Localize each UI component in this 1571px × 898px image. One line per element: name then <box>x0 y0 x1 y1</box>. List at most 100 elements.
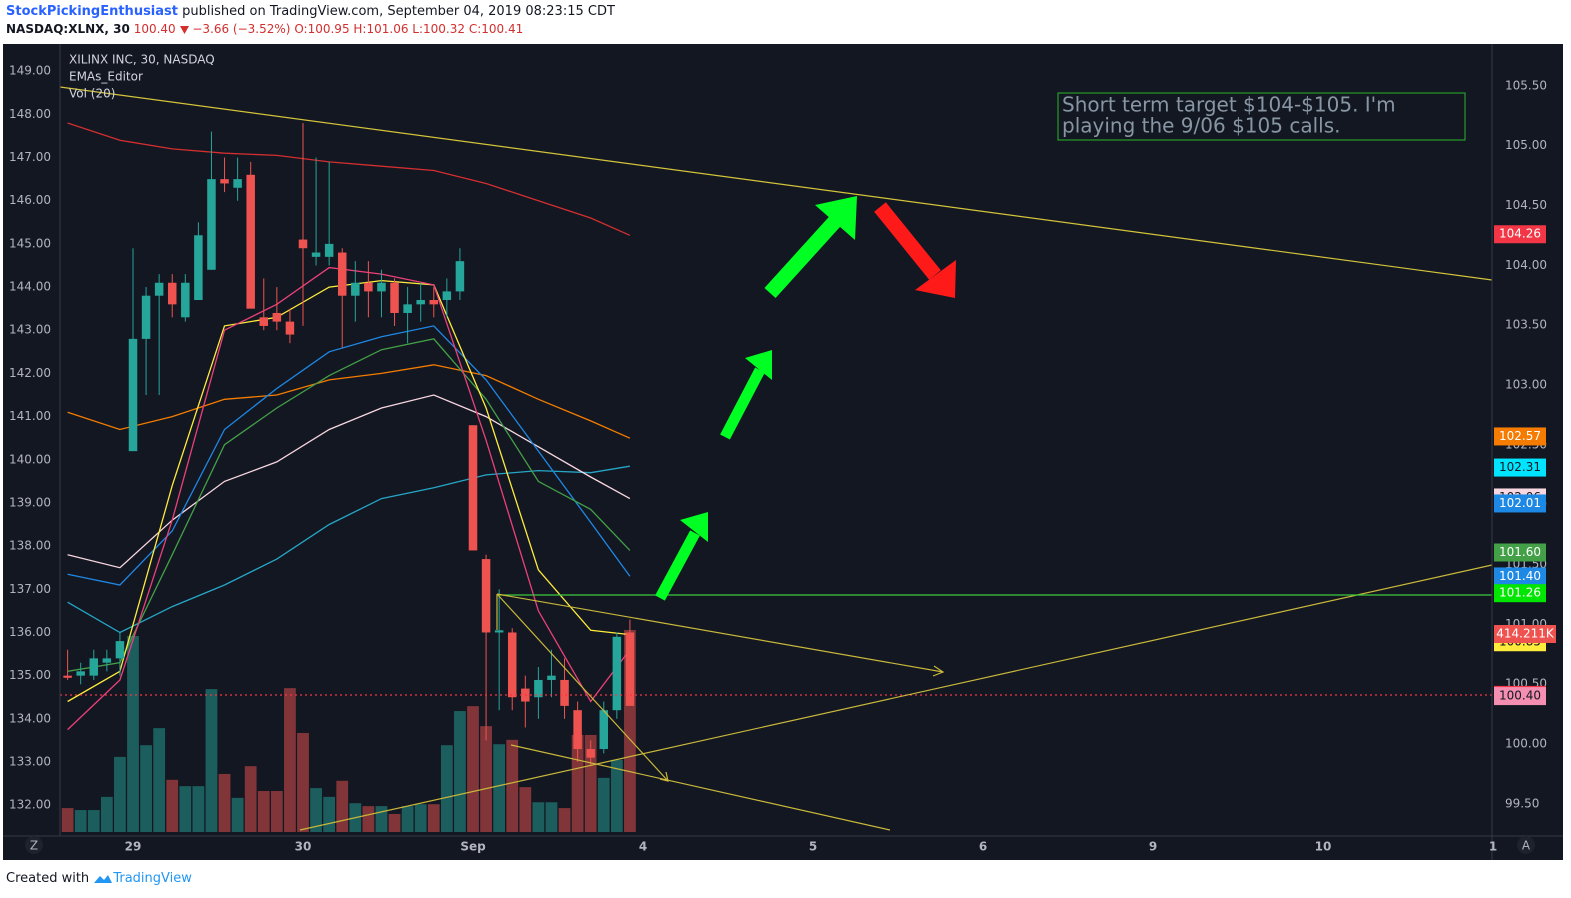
quote-line: NASDAQ:XLNX, 30 100.40 −3.66 (−3.52%) O:… <box>6 22 523 36</box>
candle-body <box>298 239 308 249</box>
ema-line <box>67 465 631 634</box>
candle-body <box>612 636 622 711</box>
y-tick-label: 149.00 <box>9 64 51 78</box>
candle-body <box>233 179 242 188</box>
arrow-line <box>496 593 944 673</box>
y-tick-label: 147.00 <box>9 150 51 164</box>
arrow-line <box>496 593 669 782</box>
y2-tick-label: 103.00 <box>1505 377 1547 391</box>
candle-body <box>351 282 360 296</box>
volume-label: 414.211K <box>1496 627 1555 641</box>
volume-bar <box>257 791 270 832</box>
down-icon <box>179 25 189 34</box>
ema-line <box>67 338 631 672</box>
legend-item: EMAs_Editor <box>69 70 143 84</box>
volume-bar <box>127 635 139 832</box>
button-label: A <box>1522 839 1531 853</box>
note-box <box>1057 92 1466 141</box>
author[interactable]: StockPickingEnthusiast <box>6 4 178 19</box>
candle-body <box>364 282 373 292</box>
candle-body <box>128 338 138 452</box>
x-tick-label: 4 <box>639 840 647 854</box>
candle-body <box>246 174 255 309</box>
green-arrow <box>764 212 844 299</box>
price-label: 101.40 <box>1499 569 1541 583</box>
candle-body <box>494 630 504 633</box>
y-tick-label: 142.00 <box>9 366 51 380</box>
green-arrow <box>720 367 765 440</box>
candle-body <box>416 300 425 305</box>
candle-body <box>141 295 151 339</box>
volume-bar <box>114 756 126 832</box>
price-label: 104.26 <box>1499 227 1541 241</box>
y-tick-label: 148.00 <box>9 107 51 121</box>
y-tick-label: 146.00 <box>9 193 51 207</box>
footer: Created with TradingView <box>6 871 192 886</box>
price-label-box <box>1494 225 1546 244</box>
y2-tick-label: 104.00 <box>1505 258 1547 272</box>
green-arrow-head <box>815 196 857 240</box>
arrow-head <box>932 665 945 677</box>
price-label-box <box>1494 543 1546 562</box>
volume-bar <box>545 802 558 832</box>
volume-bar <box>506 739 519 832</box>
auto-scale-button[interactable] <box>1517 836 1535 854</box>
volume-bar <box>218 773 231 832</box>
candle-body <box>63 675 72 678</box>
volume-bar <box>297 733 309 832</box>
volume-bar <box>493 744 506 832</box>
candle-body <box>534 679 543 698</box>
ohlc-high: H:101.06 <box>353 22 409 36</box>
candle-body <box>481 559 491 633</box>
volume-bar <box>584 734 597 832</box>
volume-bar <box>284 688 296 832</box>
candle-body <box>429 300 439 305</box>
volume-bar <box>244 766 257 832</box>
ohlc-low: L:100.32 <box>412 22 466 36</box>
candle-body <box>259 317 269 326</box>
change: −3.66 (−3.52%) <box>192 22 291 36</box>
volume-label-box <box>1494 625 1556 643</box>
volume-bar <box>140 745 152 832</box>
y2-tick-label: 100.00 <box>1505 736 1547 750</box>
legend-item: XILINX INC, 30, NASDAQ <box>69 53 215 67</box>
volume-bar <box>362 806 375 832</box>
y-tick-label: 143.00 <box>9 323 51 337</box>
candle-body <box>390 282 399 313</box>
note-text: playing the 9/06 $105 calls. <box>1062 114 1340 138</box>
trend-line <box>59 86 1493 281</box>
ohlc-open: O:100.95 <box>294 22 350 36</box>
volume-bar <box>74 810 87 832</box>
volume-bar <box>310 788 322 832</box>
axes: 132.00 133.00 134.00 135.00 136.00 137.00 138.… <box>9 64 1556 854</box>
candle-body <box>455 261 465 292</box>
candle-body <box>89 658 99 676</box>
candle-body <box>154 282 164 296</box>
footer-brand[interactable]: TradingView <box>113 871 192 886</box>
drawings <box>59 86 1493 831</box>
auto-scale-left-button[interactable] <box>25 836 43 854</box>
price-label-box <box>1494 584 1546 603</box>
legend-item: Vol (20) <box>69 87 115 101</box>
volume-bar <box>87 810 100 832</box>
y-tick-label: 133.00 <box>9 754 51 768</box>
volume-bar <box>231 797 244 832</box>
volume-bar <box>205 689 218 832</box>
green-arrow-head <box>680 512 708 542</box>
volume-bar <box>375 806 388 832</box>
x-tick-label: Sep <box>460 840 486 854</box>
volume-bar <box>480 726 492 832</box>
price-label-box <box>1494 427 1546 446</box>
volume-bar <box>336 780 349 832</box>
candle-body <box>599 710 609 750</box>
red-arrow <box>874 202 941 280</box>
candle-body <box>207 179 216 270</box>
volume-bar <box>179 786 192 832</box>
last-price: 100.40 <box>133 22 176 36</box>
candle-body <box>220 179 229 184</box>
chart-background <box>3 44 1563 860</box>
price-label: 101.26 <box>1499 586 1541 600</box>
volume-bar <box>610 759 623 832</box>
y2-tick-label: 104.50 <box>1505 198 1547 212</box>
